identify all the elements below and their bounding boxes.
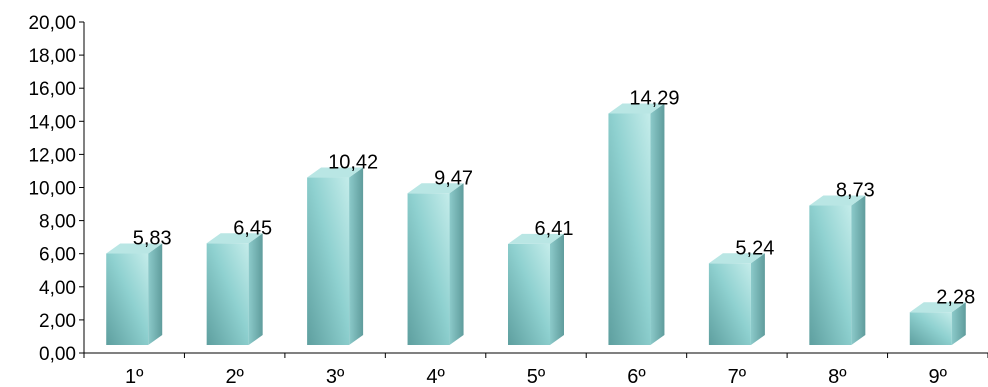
bar-top-face <box>608 103 665 114</box>
y-tick-label: 12,00 <box>28 145 76 166</box>
bar-top-face <box>407 183 464 194</box>
y-tick-label: 2,00 <box>39 311 76 332</box>
y-tick-label: 14,00 <box>28 112 76 133</box>
x-tick-label: 6º <box>627 366 646 387</box>
bar-side-face <box>750 253 765 345</box>
data-label: 10,42 <box>328 152 378 174</box>
bar-side-face <box>449 183 464 345</box>
bar-side-face <box>650 103 665 345</box>
y-tick-label: 8,00 <box>39 212 76 233</box>
x-tick-label: 7º <box>728 366 747 387</box>
data-label: 5,83 <box>133 228 172 250</box>
y-tick-label: 20,00 <box>28 13 76 34</box>
bar-top-face <box>307 167 364 178</box>
x-tick-label: 8º <box>828 366 847 387</box>
bar <box>508 233 564 345</box>
y-tick-label: 10,00 <box>28 179 76 200</box>
bar-side-face <box>248 233 263 345</box>
bar-front-face <box>608 113 651 345</box>
x-tick-label: 1º <box>125 366 144 387</box>
bar <box>809 195 866 345</box>
data-label: 9,47 <box>434 167 473 189</box>
bar-side-face <box>349 167 364 345</box>
bar-front-face <box>307 177 350 345</box>
bar-top-face <box>508 233 564 244</box>
bar-front-face <box>508 243 550 345</box>
bar <box>909 302 966 345</box>
y-tick-label: 4,00 <box>39 278 76 299</box>
x-tick-label: 3º <box>326 366 345 387</box>
data-label: 6,45 <box>233 217 272 239</box>
bar-front-face <box>106 253 149 345</box>
data-label: 14,29 <box>629 88 679 110</box>
bar-top-face <box>708 253 765 264</box>
bar <box>708 253 765 345</box>
bar-side-face <box>851 195 866 345</box>
x-tick-label: 4º <box>426 366 445 387</box>
bar-front-face <box>407 193 450 345</box>
axes: 0,00 2,00 4,00 6,00 8,00 10,00 12,00 14,00 16,00… <box>28 13 988 365</box>
bar-top-face <box>909 302 966 313</box>
y-tick-label: 0,00 <box>39 344 76 365</box>
y-tick-label: 6,00 <box>39 245 76 266</box>
bar <box>206 233 263 345</box>
bar-front-face <box>909 312 952 345</box>
x-tick-label: 2º <box>225 366 244 387</box>
bar <box>608 103 665 345</box>
data-label: 8,73 <box>836 180 875 202</box>
labels-group: 5,83 1º 6,45 2º 10,42 3º 9,47 4º 6,41 5º 14,29 6º 5,… <box>125 88 975 387</box>
bar-top-face <box>206 233 263 244</box>
bar-front-face <box>809 205 852 345</box>
data-label: 2,28 <box>936 286 975 308</box>
x-tick-label: 9º <box>929 366 948 387</box>
x-tick-label: 5º <box>527 366 546 387</box>
bar-front-face <box>206 243 249 345</box>
bar <box>307 167 364 345</box>
bar-front-face <box>708 263 751 345</box>
bar-side-face <box>951 302 966 345</box>
bar-side-face <box>148 243 163 345</box>
bar-side-face <box>550 233 564 345</box>
bar-top-face <box>809 195 866 206</box>
data-label: 6,41 <box>535 218 574 240</box>
bars-group <box>106 103 966 345</box>
y-tick-label: 18,00 <box>28 46 76 67</box>
bar <box>106 243 163 345</box>
bar <box>407 183 464 345</box>
bar-top-face <box>106 243 163 254</box>
y-tick-label: 16,00 <box>28 79 76 100</box>
data-label: 5,24 <box>735 237 774 259</box>
